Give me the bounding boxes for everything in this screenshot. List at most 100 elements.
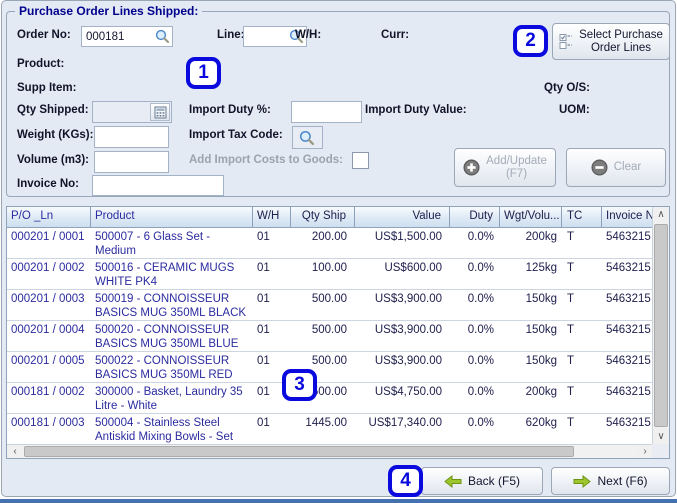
annotation-badge-1: 1: [186, 57, 221, 89]
order-no-input[interactable]: [82, 29, 154, 44]
wh-label: W/H:: [295, 29, 322, 41]
weight-field[interactable]: [94, 126, 169, 148]
cell-value: US$4,750.00: [374, 386, 442, 398]
cell-value: US$3,900.00: [374, 355, 442, 367]
curr-label: Curr:: [381, 29, 410, 41]
table-row[interactable]: 000201 / 0005 500022 - CONNOISSEUR BASIC…: [7, 352, 653, 383]
column-header-qty-ship[interactable]: Qty Ship: [291, 207, 355, 227]
annotation-badge-3: 3: [282, 369, 317, 401]
cell-tc: T: [567, 386, 575, 398]
cell-wgt-volume: 150kg: [525, 355, 557, 367]
table-row[interactable]: 000201 / 0002 500016 - CERAMIC MUGS WHIT…: [7, 259, 653, 290]
green-left-arrow-icon: [444, 474, 462, 488]
cell-po-line: 000181 / 0002: [11, 386, 85, 398]
cell-duty: 0.0%: [467, 262, 494, 274]
invoice-no-field[interactable]: [92, 175, 224, 196]
cell-invoice-no: 5463215: [606, 417, 651, 429]
cell-product: 500022 - CONNOISSEUR BASICS MUG 350ML RE…: [95, 355, 233, 381]
cell-duty: 0.0%: [467, 355, 494, 367]
cell-qty-ship: 200.00: [311, 231, 347, 243]
cell-wh: 01: [257, 417, 270, 429]
scrollbar-corner: [652, 444, 669, 458]
cell-value: US$17,340.00: [368, 417, 442, 429]
cell-product: 500019 - CONNOISSEUR BASICS MUG 350ML BL…: [95, 293, 247, 319]
cell-wh: 01: [257, 386, 270, 398]
column-header-duty[interactable]: Duty: [450, 207, 500, 227]
next-button[interactable]: Next (F6): [551, 467, 670, 495]
column-header-invoice-no[interactable]: Invoice No: [606, 210, 653, 222]
line-input[interactable]: [244, 29, 288, 44]
cell-value: US$3,900.00: [374, 324, 442, 336]
cell-invoice-no: 5463215: [606, 262, 651, 274]
import-tax-code-lookup-button[interactable]: [292, 126, 323, 149]
column-header-tc[interactable]: TC: [562, 207, 602, 227]
table-row[interactable]: 000181 / 0003 500004 - Stainless Steel A…: [7, 414, 653, 445]
cell-po-line: 000201 / 0004: [11, 324, 85, 336]
add-update-label: Add/Update (F7): [486, 154, 547, 180]
cell-duty: 0.0%: [467, 386, 494, 398]
cell-tc: T: [567, 355, 575, 367]
qty-shipped-input[interactable]: [93, 105, 150, 119]
back-button[interactable]: Back (F5): [421, 467, 543, 495]
calculator-icon[interactable]: [150, 103, 170, 121]
cell-duty: 0.0%: [467, 231, 494, 243]
clear-label: Clear: [613, 161, 642, 173]
add-update-button[interactable]: Add/Update (F7): [454, 148, 556, 187]
cell-po-line: 000201 / 0002: [11, 262, 85, 274]
qty-shipped-field[interactable]: [92, 101, 172, 123]
order-no-field[interactable]: [81, 26, 173, 47]
vertical-scrollbar-thumb[interactable]: [654, 224, 668, 427]
cell-wh: 01: [257, 231, 270, 243]
cell-value: US$1,500.00: [374, 231, 442, 243]
product-label: Product:: [17, 58, 65, 70]
column-header-value[interactable]: Value: [355, 207, 450, 227]
scroll-up-arrow[interactable]: ∧: [653, 207, 669, 223]
groupbox-title: Purchase Order Lines Shipped:: [15, 4, 203, 18]
scroll-left-arrow[interactable]: ‹: [7, 445, 23, 458]
table-row[interactable]: 000201 / 0004 500020 - CONNOISSEUR BASIC…: [7, 321, 653, 352]
import-tax-code-label: Import Tax Code:: [189, 129, 283, 141]
select-purchase-order-lines-button[interactable]: Select Purchase Order Lines: [552, 23, 670, 60]
scroll-down-arrow[interactable]: ∨: [653, 429, 669, 445]
invoice-no-label: Invoice No:: [17, 178, 79, 190]
cell-invoice-no: 5463215: [606, 293, 651, 305]
cell-qty-ship: 1445.00: [305, 417, 347, 429]
select-purchase-order-lines-label: Select Purchase Order Lines: [579, 28, 663, 54]
add-import-costs-label: Add Import Costs to Goods:: [189, 154, 343, 166]
cell-po-line: 000181 / 0003: [11, 417, 85, 429]
import-duty-value-label: Import Duty Value:: [365, 104, 467, 116]
cell-qty-ship: 100.00: [311, 262, 347, 274]
horizontal-scrollbar-thumb[interactable]: [24, 446, 574, 457]
volume-field[interactable]: [94, 151, 169, 173]
horizontal-scrollbar[interactable]: ‹ ›: [7, 444, 653, 458]
weight-input[interactable]: [95, 130, 168, 144]
table-row[interactable]: 000201 / 0003 500019 - CONNOISSEUR BASIC…: [7, 290, 653, 321]
search-icon[interactable]: [288, 29, 305, 45]
cell-product: 500007 - 6 Glass Set - Medium: [95, 231, 211, 257]
add-import-costs-checkbox[interactable]: [352, 152, 369, 169]
vertical-scrollbar[interactable]: ∧ ∨: [652, 207, 669, 445]
column-header-wgt-volume[interactable]: Wgt/Volu...: [500, 207, 562, 227]
search-icon[interactable]: [154, 29, 171, 45]
cell-wh: 01: [257, 293, 270, 305]
table-row[interactable]: 000201 / 0001 500007 - 6 Glass Set - Med…: [7, 228, 653, 259]
table-row[interactable]: 000181 / 0002 300000 - Basket, Laundry 3…: [7, 383, 653, 414]
next-label: Next (F6): [597, 473, 648, 488]
cell-tc: T: [567, 293, 575, 305]
cell-value: US$3,900.00: [374, 293, 442, 305]
scroll-right-arrow[interactable]: ›: [637, 445, 653, 458]
column-header-wh[interactable]: W/H: [253, 207, 291, 227]
clear-button[interactable]: Clear: [566, 148, 666, 187]
line-field[interactable]: [243, 26, 307, 47]
volume-input[interactable]: [95, 155, 168, 169]
volume-label: Volume (m3):: [17, 154, 89, 166]
column-header-po-ln[interactable]: P/O _Ln: [7, 207, 91, 227]
po-lines-shipped-groupbox: Purchase Order Lines Shipped: Order No: …: [6, 4, 670, 197]
cell-value: US$600.00: [384, 262, 442, 274]
column-header-product[interactable]: Product: [91, 207, 253, 227]
import-duty-pct-field[interactable]: [291, 101, 362, 123]
annotation-badge-4: 4: [388, 465, 423, 497]
invoice-no-input[interactable]: [93, 178, 223, 193]
import-duty-pct-input[interactable]: [292, 105, 361, 119]
